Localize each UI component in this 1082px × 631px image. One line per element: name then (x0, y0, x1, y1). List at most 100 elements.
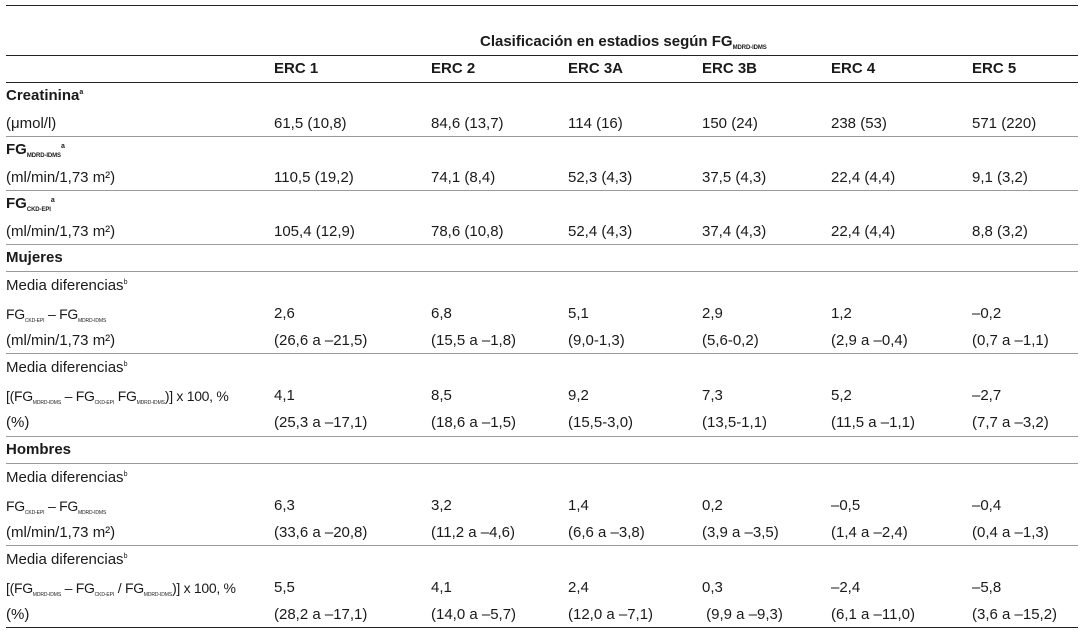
row-label-media-diferencias: Media diferenciasb (6, 469, 128, 486)
cell-value: 114 (16) (568, 115, 623, 132)
cell-value: 571 (220) (972, 115, 1037, 132)
row-label-creatinina: Creatininaa (6, 87, 84, 104)
row-divider (6, 436, 1078, 437)
cell-value: 6,3 (274, 497, 295, 514)
cell-value: 74,1 (8,4) (431, 169, 496, 186)
column-header-erc4: ERC 4 (831, 60, 876, 77)
cell-value: –2,4 (831, 579, 861, 596)
column-header-erc2: ERC 2 (431, 60, 476, 77)
cell-value: 4,1 (431, 579, 452, 596)
cell-value: 2,6 (274, 305, 295, 322)
table-bottom-rule (6, 627, 1078, 628)
cell-ci: (26,6 a –21,5) (274, 332, 368, 349)
row-unit: (ml/min/1,73 m²) (6, 524, 116, 541)
row-unit: (μmol/l) (6, 115, 57, 132)
cell-value: 1,2 (831, 305, 852, 322)
cell-ci: (5,6-0,2) (702, 332, 759, 349)
cell-ci: (15,5-3,0) (568, 414, 634, 431)
cell-ci: (14,0 a –5,7) (431, 606, 517, 623)
cell-value: –0,5 (831, 497, 861, 514)
cell-value: 8,5 (431, 387, 452, 404)
cell-ci: (13,5-1,1) (702, 414, 768, 431)
cell-value: 0,2 (702, 497, 723, 514)
cell-ci: (7,7 a –3,2) (972, 414, 1049, 431)
cell-ci: (18,6 a –1,5) (431, 414, 517, 431)
cell-value: 2,4 (568, 579, 589, 596)
cell-ci: (1,4 a –2,4) (831, 524, 908, 541)
row-unit: (%) (6, 606, 30, 623)
row-divider (6, 271, 1078, 272)
cell-value: 61,5 (10,8) (274, 115, 347, 132)
row-unit: (ml/min/1,73 m²) (6, 169, 116, 186)
row-label-fg-ckd: FGCKD-EPIa (6, 195, 55, 213)
cell-value: 2,9 (702, 305, 723, 322)
cell-ci: (15,5 a –1,8) (431, 332, 517, 349)
cell-ci: (9,0-1,3) (568, 332, 625, 349)
cell-ci: (6,6 a –3,8) (568, 524, 645, 541)
column-header-erc3a: ERC 3A (568, 60, 624, 77)
cell-value: 4,1 (274, 387, 295, 404)
cell-value: 7,3 (702, 387, 723, 404)
cell-value: 110,5 (19,2) (274, 169, 354, 186)
cell-value: 105,4 (12,9) (274, 223, 355, 240)
cell-value: –2,7 (972, 387, 1002, 404)
cell-ci: (25,3 a –17,1) (274, 414, 368, 431)
row-label-media-diferencias: Media diferenciasb (6, 359, 128, 376)
row-divider (6, 190, 1078, 191)
cell-value: 150 (24) (702, 115, 758, 132)
cell-value: 37,5 (4,3) (702, 169, 767, 186)
table-caption: Clasificación en estadios según FGMDRD-I… (480, 33, 767, 51)
cell-value: 5,5 (274, 579, 295, 596)
columns-rule (6, 82, 1078, 83)
cell-value: 37,4 (4,3) (702, 223, 767, 240)
cell-value: –0,4 (972, 497, 1002, 514)
column-header-erc3b: ERC 3B (702, 60, 758, 77)
cell-ci: (0,7 a –1,1) (972, 332, 1049, 349)
table-top-rule (6, 5, 1078, 6)
cell-value: 238 (53) (831, 115, 887, 132)
cell-value: 0,3 (702, 579, 723, 596)
cell-ci: (2,9 a –0,4) (831, 332, 908, 349)
row-formula: [(FGMDRD-IDMS – FGCKD-EPI / FGMDRD-IDMS)… (6, 580, 236, 598)
cell-value: 22,4 (4,4) (831, 169, 896, 186)
cell-ci: (12,0 a –7,1) (568, 606, 654, 623)
cell-value: 6,8 (431, 305, 452, 322)
column-header-erc1: ERC 1 (274, 60, 319, 77)
cell-value: 8,8 (3,2) (972, 223, 1028, 240)
section-label-mujeres: Mujeres (6, 249, 63, 266)
row-label-media-diferencias: Media diferenciasb (6, 551, 128, 568)
cell-ci: (33,6 a –20,8) (274, 524, 368, 541)
section-label-hombres: Hombres (6, 441, 72, 458)
row-divider (6, 244, 1078, 245)
cell-value: 52,4 (4,3) (568, 223, 633, 240)
cell-ci: (28,2 a –17,1) (274, 606, 368, 623)
cell-ci: (3,6 a –15,2) (972, 606, 1058, 623)
cell-value: 9,2 (568, 387, 589, 404)
cell-value: 84,6 (13,7) (431, 115, 504, 132)
cell-ci: (6,1 a –11,0) (831, 606, 915, 623)
cell-value: 22,4 (4,4) (831, 223, 896, 240)
row-formula: [(FGMDRD-IDMS – FGCKD-EPI FGMDRD-IDMS)] … (6, 388, 229, 406)
row-divider (6, 463, 1078, 464)
row-formula: FGCKD-EPI – FGMDRD-IDMS (6, 498, 107, 516)
cell-ci: (9,9 a –9,3) (702, 606, 783, 623)
cell-value: 3,2 (431, 497, 452, 514)
cell-value: 78,6 (10,8) (431, 223, 504, 240)
row-divider (6, 136, 1078, 137)
cell-value: –5,8 (972, 579, 1002, 596)
row-unit: (ml/min/1,73 m²) (6, 223, 116, 240)
column-header-erc5: ERC 5 (972, 60, 1017, 77)
row-divider (6, 353, 1078, 354)
row-label-fg-mdrd: FGMDRD-IDMSa (6, 141, 65, 159)
cell-value: –0,2 (972, 305, 1002, 322)
cell-value: 9,1 (3,2) (972, 169, 1028, 186)
cell-ci: (3,9 a –3,5) (702, 524, 779, 541)
cell-value: 5,2 (831, 387, 852, 404)
cell-value: 5,1 (568, 305, 589, 322)
row-formula: FGCKD-EPI – FGMDRD-IDMS (6, 306, 107, 324)
row-unit: (%) (6, 414, 30, 431)
header-rule (6, 55, 1078, 56)
row-label-media-diferencias: Media diferenciasb (6, 277, 128, 294)
cell-ci: (0,4 a –1,3) (972, 524, 1049, 541)
